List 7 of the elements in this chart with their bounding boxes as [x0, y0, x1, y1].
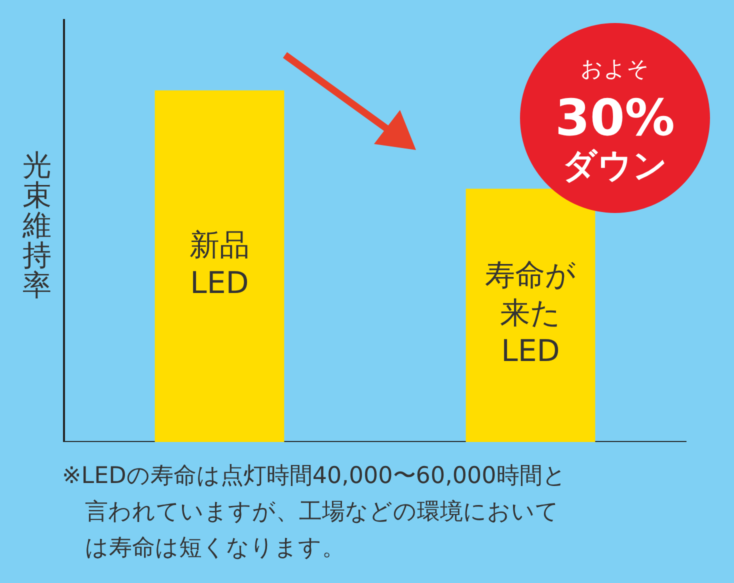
x-tick-label: 寿命が来たLED	[485, 258, 576, 370]
annotation: 30%	[555, 89, 675, 147]
text: およそ	[580, 56, 650, 84]
y-axis-title: 光束維持率	[22, 148, 52, 302]
annotation: ダウン	[562, 146, 668, 186]
text: ※LEDの寿命は点灯時間40,000〜60,000時間と言われていますが、工場などの環境においては寿命は短くなります。	[62, 462, 568, 563]
x-tick-label: 新品LED	[190, 228, 250, 301]
